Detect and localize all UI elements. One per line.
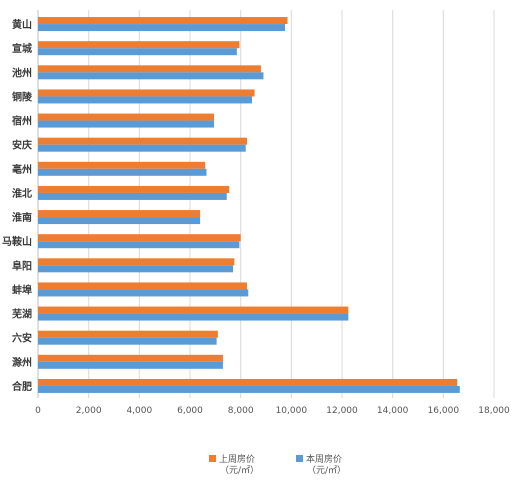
bar-last-week	[38, 41, 240, 49]
legend-swatch-this-week	[296, 455, 303, 462]
bar-last-week	[38, 330, 218, 338]
bar-this-week	[38, 96, 253, 104]
bar-this-week	[38, 168, 207, 176]
legend-label-last-week: 上周房价	[219, 453, 255, 465]
x-tick-label: 0	[35, 406, 41, 416]
bar-marks	[38, 17, 460, 393]
bar-last-week	[38, 258, 235, 266]
bar-last-week	[38, 234, 241, 242]
category-label: 阜阳	[12, 259, 32, 272]
bar-last-week	[38, 17, 288, 25]
x-tick-label: 6,000	[177, 406, 203, 416]
bar-this-week	[38, 361, 223, 369]
bar-last-week	[38, 210, 201, 218]
x-tick-label: 2,000	[76, 406, 102, 416]
x-tick-label: 4,000	[126, 406, 152, 416]
bar-this-week	[38, 144, 246, 152]
category-label: 安庆	[12, 139, 32, 152]
legend-item-this-week: 本周房价 （元/㎡）	[296, 453, 346, 476]
category-label: 六安	[12, 332, 32, 345]
bar-this-week	[38, 24, 285, 32]
bar-last-week	[38, 306, 349, 314]
legend-unit-this-week: （元/㎡）	[307, 465, 346, 476]
bar-last-week	[38, 65, 261, 73]
category-label: 淮南	[12, 211, 32, 224]
x-tick-label: 12,000	[326, 406, 358, 416]
category-label: 蚌埠	[12, 283, 32, 296]
bar-last-week	[38, 378, 458, 386]
category-label: 亳州	[12, 163, 32, 176]
bar-this-week	[38, 289, 249, 297]
bar-last-week	[38, 89, 255, 97]
bar-this-week	[38, 72, 264, 80]
bar-this-week	[38, 385, 460, 393]
legend: 上周房价 （元/㎡） 本周房价 （元/㎡）	[209, 453, 346, 476]
x-tick-label: 18,000	[478, 406, 510, 416]
bar-this-week	[38, 265, 234, 273]
legend-item-last-week: 上周房价 （元/㎡）	[209, 453, 259, 476]
bar-last-week	[38, 282, 247, 290]
category-label: 池州	[12, 66, 32, 79]
x-tick-label: 16,000	[428, 406, 460, 416]
bar-this-week	[38, 48, 237, 56]
category-label: 铜陵	[12, 90, 33, 103]
category-label: 黄山	[12, 18, 32, 31]
x-tick-label: 8,000	[228, 406, 254, 416]
bar-this-week	[38, 313, 349, 321]
category-label: 合肥	[11, 380, 32, 393]
legend-swatch-last-week	[209, 455, 216, 462]
bar-this-week	[38, 120, 215, 128]
category-label: 宣城	[12, 42, 32, 55]
bar-this-week	[38, 337, 217, 345]
legend-unit-last-week: （元/㎡）	[220, 465, 259, 476]
bar-this-week	[38, 241, 240, 249]
x-tick-labels: 0 2,000 4,000 6,000 8,000 10,000 12,000 14,000 1…	[35, 406, 510, 416]
bar-last-week	[38, 354, 223, 362]
bar-last-week	[38, 185, 230, 193]
category-label: 宿州	[12, 115, 32, 128]
x-tick-label: 14,000	[377, 406, 409, 416]
bar-this-week	[38, 217, 201, 225]
legend-label-this-week: 本周房价	[306, 453, 342, 465]
category-label: 芜湖	[12, 308, 32, 321]
category-label: 滁州	[12, 356, 32, 369]
x-tick-label: 10,000	[276, 406, 308, 416]
bar-last-week	[38, 113, 215, 121]
bar-last-week	[38, 161, 206, 169]
category-label: 马鞍山	[2, 235, 32, 248]
bar-this-week	[38, 192, 227, 200]
bar-last-week	[38, 137, 247, 145]
category-label: 淮北	[12, 187, 32, 200]
